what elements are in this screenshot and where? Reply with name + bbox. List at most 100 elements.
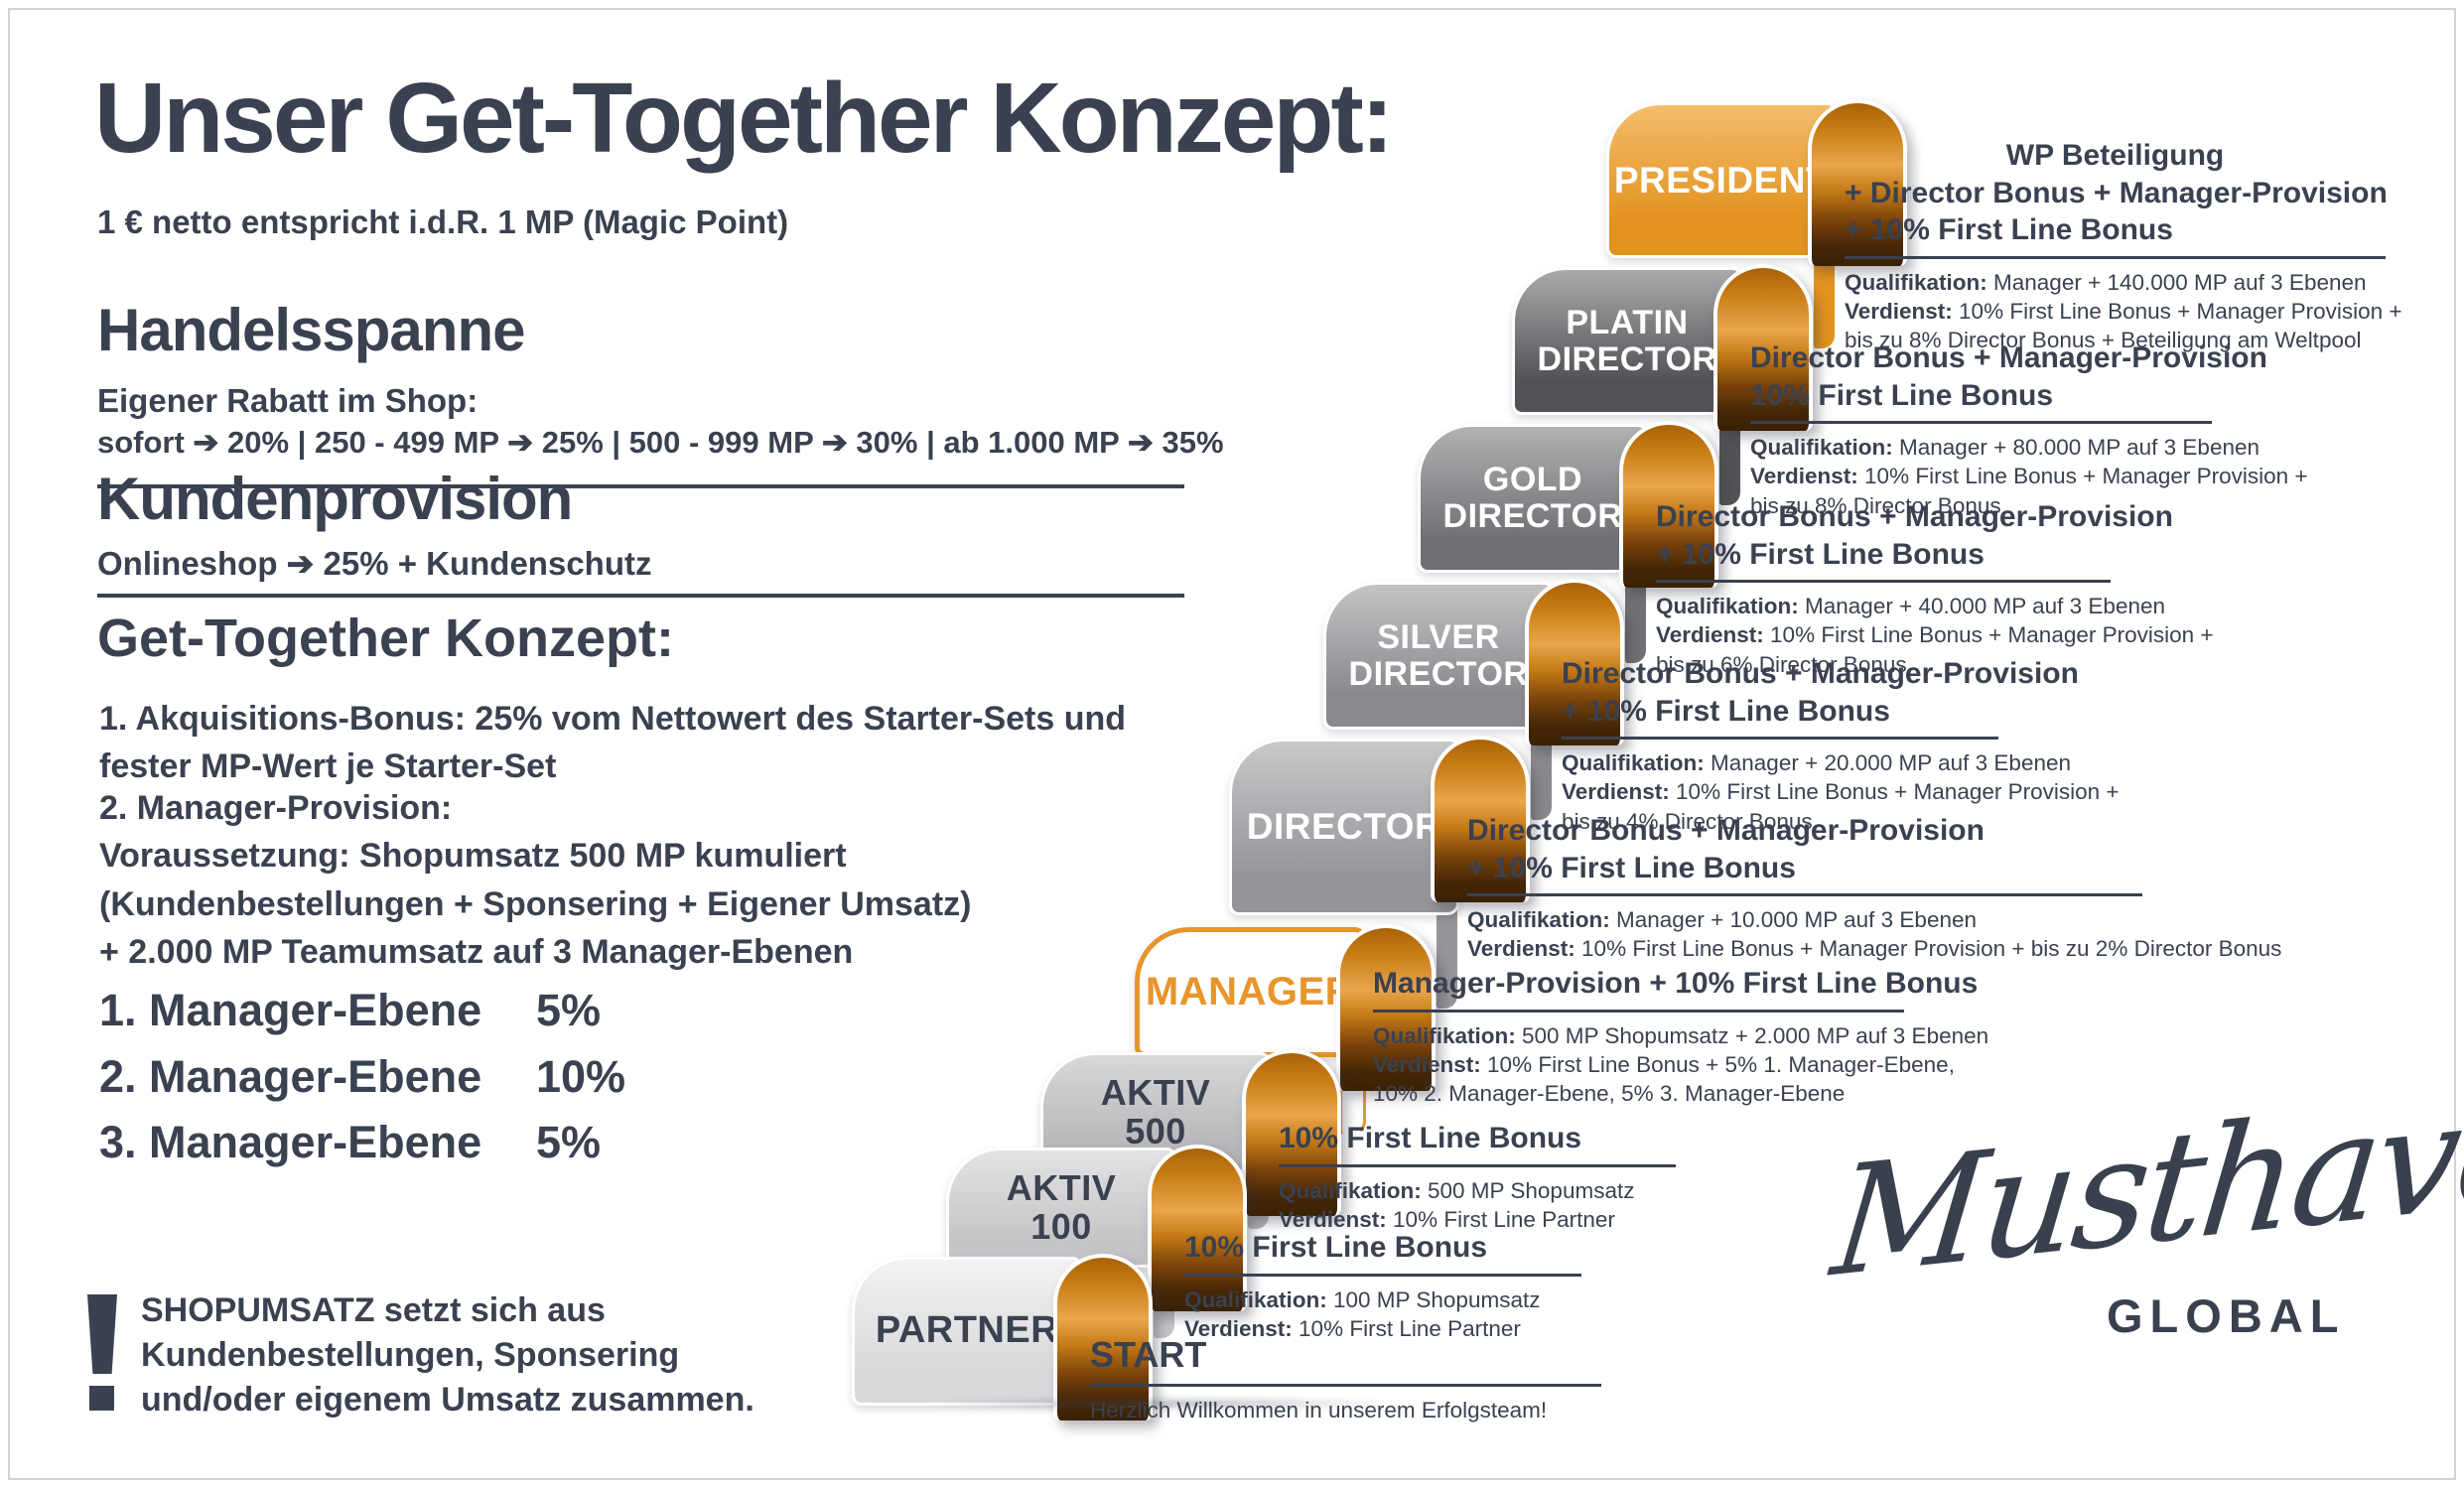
description-title: + Director Bonus + Manager-Provision bbox=[1845, 176, 2388, 209]
description-title: + 10% First Line Bonus bbox=[1845, 213, 2173, 246]
rank-label-silver-director: SILVER DIRECTOR bbox=[1348, 617, 1529, 693]
description-title: Director Bonus + Manager-Provision bbox=[1656, 500, 2173, 533]
description-aktiv-100: 10% First Line Bonus Qualifikation: 100 M… bbox=[1184, 1229, 1899, 1343]
description-line: 10% 2. Manager-Ebene, 5% 3. Manager-Eben… bbox=[1373, 1081, 1846, 1106]
description-underline bbox=[1656, 580, 2111, 583]
page-title: Unser Get-Together Konzept: bbox=[94, 63, 1394, 174]
description-underline bbox=[1090, 1384, 1601, 1387]
rank-label-gold-director: GOLD DIRECTOR bbox=[1442, 461, 1623, 535]
rank-label-aktiv-500: AKTIV 500 bbox=[1100, 1071, 1211, 1151]
description-line: Verdienst: 10% First Line Bonus + Manage… bbox=[1845, 298, 2402, 324]
ribbon-band-platin-director: PLATIN DIRECTOR bbox=[1512, 267, 1742, 415]
description-line: Qualifikation: Manager + 10.000 MP auf 3… bbox=[1467, 907, 1977, 932]
ribbon-band-silver-director: SILVER DIRECTOR bbox=[1323, 582, 1554, 730]
ribbon-band-director: DIRECTOR bbox=[1229, 739, 1459, 915]
description-silver-director: Director Bonus + Manager-Provision + 10% … bbox=[1562, 655, 2276, 836]
rank-label-aktiv-100: AKTIV 100 bbox=[1006, 1166, 1117, 1247]
ribbon-band-gold-director: GOLD DIRECTOR bbox=[1418, 424, 1648, 573]
description-manager: Manager-Provision + 10% First Line Bonus… bbox=[1373, 965, 2088, 1108]
ribbon-curl-partner bbox=[1053, 1254, 1153, 1420]
description-line: Verdienst: 10% First Line Bonus + Manage… bbox=[1656, 622, 2214, 648]
exclamation-icon bbox=[87, 1288, 121, 1422]
description-underline bbox=[1467, 893, 2142, 896]
rank-label-president: PRESIDENT bbox=[1613, 159, 1830, 201]
description-title: Manager-Provision + 10% First Line Bonus bbox=[1373, 967, 1979, 1000]
description-line: Qualifikation: 500 MP Shopumsatz bbox=[1279, 1177, 1635, 1203]
konzept-para1: 1. Akquisitions-Bonus: 25% vom Nettowert… bbox=[99, 700, 1127, 786]
description-line: bis zu 4% Director Bonus bbox=[1562, 808, 1813, 834]
description-president: WP Beteiligung + Director Bonus + Manager… bbox=[1845, 137, 2464, 354]
ribbon-curl-manager bbox=[1336, 924, 1436, 1091]
description-gold-director: Director Bonus + Manager-Provision + 10% … bbox=[1656, 498, 2371, 679]
description-underline bbox=[1279, 1163, 1676, 1167]
ribbon-curl-director bbox=[1431, 736, 1530, 902]
ribbon-band-partner: PARTNER bbox=[852, 1257, 1082, 1406]
description-director: Director Bonus + Manager-Provision + 10% … bbox=[1467, 812, 2282, 964]
description-line: bis zu 8% Director Bonus bbox=[1750, 492, 2001, 518]
description-title: Director Bonus + Manager-Provision bbox=[1750, 341, 2267, 374]
divider-1 bbox=[97, 484, 1184, 488]
brand-global-label: GLOBAL bbox=[2107, 1289, 2346, 1342]
description-title: + 10% First Line Bonus bbox=[1656, 537, 1985, 571]
brand-logo: Musthave GLOBAL bbox=[1826, 1061, 2464, 1420]
description-underline bbox=[1562, 737, 1998, 740]
ribbon-curl-aktiv-500 bbox=[1242, 1049, 1341, 1216]
description-title: START bbox=[1090, 1334, 1207, 1375]
description-line: Herzlich Willkommen in unserem Erfolgste… bbox=[1090, 1398, 1548, 1422]
description-underline bbox=[1373, 1009, 1904, 1013]
shopumsatz-note-text: SHOPUMSATZ setzt sich aus Kundenbestellun… bbox=[141, 1291, 754, 1419]
description-line: Verdienst: 10% First Line Partner bbox=[1279, 1206, 1615, 1232]
description-title: 10% First Line Bonus bbox=[1279, 1122, 1582, 1154]
description-aktiv-500: 10% First Line Bonus Qualifikation: 500 M… bbox=[1279, 1120, 1993, 1234]
description-underline bbox=[1184, 1273, 1581, 1277]
description-title: Director Bonus + Manager-Provision bbox=[1467, 814, 1985, 847]
ribbon-band-manager: MANAGER bbox=[1135, 927, 1365, 1057]
description-underline bbox=[1750, 421, 2212, 424]
description-line: Verdienst: 10% First Line Bonus + Manage… bbox=[1467, 936, 2282, 962]
description-line: Qualifikation: Manager + 40.000 MP auf 3… bbox=[1656, 594, 2165, 618]
manager-ebene-row: 1. Manager-Ebene 5% bbox=[99, 985, 602, 1035]
ribbon-curl-silver-director bbox=[1525, 579, 1624, 745]
kundenprovision-heading: Kundenprovision bbox=[97, 466, 573, 532]
description-line: bis zu 8% Director Bonus + Beteiligung a… bbox=[1845, 328, 2362, 352]
description-line: Verdienst: 10% First Line Bonus + 5% 1. … bbox=[1373, 1051, 1955, 1077]
shopumsatz-note: SHOPUMSATZ setzt sich aus Kundenbestellun… bbox=[87, 1288, 754, 1422]
konzept-heading: Get-Together Konzept: bbox=[97, 609, 674, 668]
description-partner: START Herzlich Willkommen in unserem Erfo… bbox=[1090, 1332, 1805, 1424]
rank-label-director: DIRECTOR bbox=[1246, 806, 1442, 848]
manager-ebene-row: 2. Manager-Ebene 10% bbox=[99, 1050, 626, 1102]
rank-label-partner: PARTNER bbox=[875, 1309, 1059, 1352]
divider-2 bbox=[97, 594, 1184, 598]
rank-label-platin-director: PLATIN DIRECTOR bbox=[1537, 303, 1717, 378]
ribbon-curl-platin-director bbox=[1713, 264, 1813, 431]
ribbon-band-aktiv-100: AKTIV 100 bbox=[946, 1148, 1176, 1268]
description-title: + 10% First Line Bonus bbox=[1467, 851, 1796, 884]
ribbon-curl-president bbox=[1808, 99, 1907, 266]
description-line: Verdienst: 10% First Line Bonus + Manage… bbox=[1750, 464, 2308, 489]
description-title: 10% First Line Bonus bbox=[1184, 1231, 1488, 1264]
description-line: Qualifikation: Manager + 20.000 MP auf 3… bbox=[1562, 750, 2071, 775]
manager-ebene-list: 1. Manager-Ebene 5% 2. Manager-Ebene 10% 3. … bbox=[99, 978, 625, 1176]
description-line: Verdienst: 10% First Line Bonus + Manage… bbox=[1562, 779, 2120, 805]
ground-shadow bbox=[822, 1395, 1507, 1413]
description-title: + 10% First Line Bonus bbox=[1562, 694, 1890, 728]
konzept-para2: 2. Manager-Provision: Voraussetzung: Shop… bbox=[99, 789, 972, 971]
description-line: Qualifikation: Manager + 80.000 MP auf 3… bbox=[1750, 435, 2259, 460]
description-line: Qualifikation: Manager + 140.000 MP auf … bbox=[1845, 269, 2367, 295]
ribbon-curl-aktiv-100 bbox=[1148, 1145, 1247, 1311]
handelsspanne-heading: Handelsspanne bbox=[97, 297, 525, 363]
manager-ebene-row: 3. Manager-Ebene 5% bbox=[99, 1117, 602, 1168]
description-title: Director Bonus + Manager-Provision bbox=[1562, 657, 2079, 690]
description-line: Verdienst: 10% First Line Partner bbox=[1184, 1315, 1521, 1341]
rank-label-manager: MANAGER bbox=[1145, 969, 1355, 1014]
description-underline bbox=[1845, 255, 2386, 259]
ribbon-band-president: PRESIDENT bbox=[1606, 102, 1837, 258]
handelsspanne-line2: sofort ➔ 20% | 250 - 499 MP ➔ 25% | 500 … bbox=[97, 425, 1224, 460]
ribbon-curl-gold-director bbox=[1619, 421, 1718, 588]
page-subtitle: 1 € netto entspricht i.d.R. 1 MP (Magic … bbox=[97, 203, 789, 240]
kundenprovision-line1: Onlineshop ➔ 25% + Kundenschutz bbox=[97, 545, 652, 582]
description-line: Qualifikation: 500 MP Shopumsatz + 2.000… bbox=[1373, 1022, 1989, 1048]
description-title: WP Beteiligung bbox=[2005, 139, 2225, 172]
description-title: 10% First Line Bonus bbox=[1750, 378, 2054, 412]
